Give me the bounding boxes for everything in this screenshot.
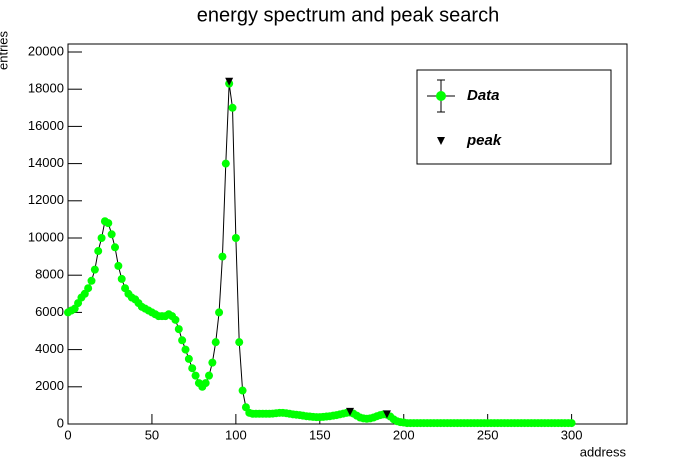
peak-marker bbox=[225, 77, 234, 86]
x-tick-label: 0 bbox=[64, 427, 71, 442]
legend-marker bbox=[437, 137, 445, 145]
data-point bbox=[107, 230, 116, 239]
data-point bbox=[235, 338, 244, 347]
x-tick-label: 300 bbox=[561, 427, 583, 442]
data-point bbox=[205, 371, 214, 380]
legend-box bbox=[416, 69, 612, 165]
y-tick-label: 10000 bbox=[28, 229, 64, 244]
data-point bbox=[567, 419, 576, 428]
data-point bbox=[94, 247, 103, 256]
x-tick-label: 50 bbox=[145, 427, 159, 442]
data-point bbox=[117, 274, 126, 283]
y-tick-label: 20000 bbox=[28, 43, 64, 58]
peak-marker bbox=[382, 410, 391, 419]
data-point bbox=[90, 265, 99, 274]
data-point bbox=[231, 233, 240, 242]
x-tick-label: 250 bbox=[477, 427, 499, 442]
legend-marker bbox=[436, 91, 446, 101]
y-tick-label: 14000 bbox=[28, 155, 64, 170]
legend-label: Data bbox=[467, 87, 500, 104]
data-point bbox=[191, 371, 200, 380]
data-point bbox=[181, 345, 190, 354]
legend-label: peak bbox=[466, 132, 502, 149]
y-tick-label: 16000 bbox=[28, 118, 64, 133]
chart-title: energy spectrum and peak search bbox=[197, 4, 499, 26]
y-tick-label: 6000 bbox=[35, 304, 64, 319]
y-tick-label: 12000 bbox=[28, 192, 64, 207]
data-point bbox=[211, 338, 220, 347]
data-point bbox=[208, 358, 217, 367]
data-point bbox=[171, 315, 180, 324]
y-tick-label: 0 bbox=[57, 415, 64, 430]
data-point bbox=[104, 219, 113, 228]
y-tick-label: 4000 bbox=[35, 341, 64, 356]
data-point bbox=[188, 364, 197, 373]
data-point bbox=[84, 284, 93, 293]
data-point bbox=[218, 252, 227, 261]
data-point bbox=[228, 103, 237, 112]
data-point bbox=[111, 243, 120, 252]
data-point bbox=[221, 159, 230, 168]
data-point bbox=[174, 325, 183, 334]
x-tick-label: 150 bbox=[309, 427, 331, 442]
data-point bbox=[215, 308, 224, 317]
y-tick-label: 8000 bbox=[35, 267, 64, 282]
y-tick-label: 2000 bbox=[35, 378, 64, 393]
x-axis-label: address bbox=[580, 444, 627, 459]
x-tick-label: 100 bbox=[225, 427, 247, 442]
x-tick-label: 200 bbox=[393, 427, 415, 442]
peak-marker bbox=[346, 407, 355, 416]
data-point bbox=[201, 379, 210, 388]
y-tick-label: 18000 bbox=[28, 81, 64, 96]
data-point bbox=[114, 261, 123, 270]
data-point bbox=[87, 276, 96, 285]
data-point bbox=[97, 233, 106, 242]
data-point bbox=[184, 354, 193, 363]
y-axis-label: entries bbox=[0, 30, 10, 70]
data-point bbox=[238, 386, 247, 395]
data-point bbox=[178, 336, 187, 345]
plot-frame bbox=[67, 43, 628, 425]
